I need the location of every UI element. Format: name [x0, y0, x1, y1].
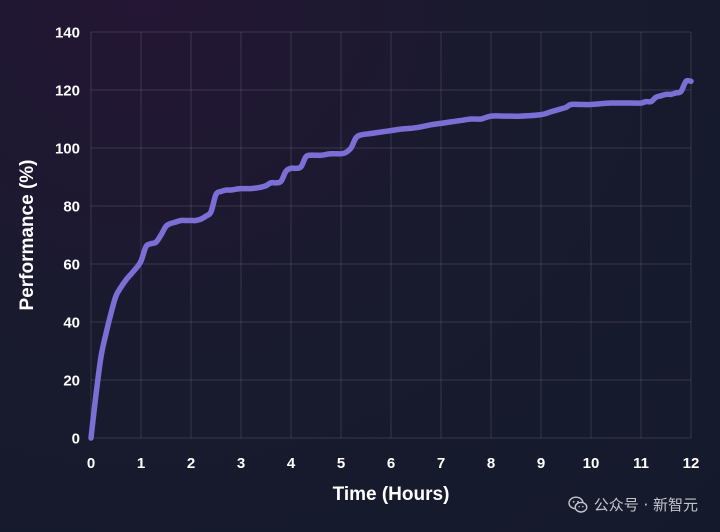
y-tick-label: 100: [55, 141, 80, 158]
x-tick-label: 7: [437, 455, 445, 472]
y-tick-label: 40: [63, 315, 80, 332]
x-tick-label: 8: [487, 455, 495, 472]
y-tick-label: 140: [55, 25, 80, 42]
series-line: [88, 77, 694, 441]
x-tick-label: 12: [683, 455, 700, 472]
x-tick-label: 11: [633, 455, 649, 472]
watermark-text: 公众号 · 新智元: [593, 496, 698, 514]
y-tick-label: 120: [55, 83, 80, 100]
y-axis-title: Performance (%): [17, 160, 38, 311]
grid: [90, 31, 692, 439]
y-tick-label: 60: [63, 257, 80, 274]
y-tick-label: 0: [72, 431, 80, 448]
y-tick-label: 80: [63, 199, 80, 216]
x-axis-ticks: 0 1 2 3 4 5 6 7 8 9 10 11 12: [87, 455, 700, 472]
x-tick-label: 6: [387, 455, 395, 472]
x-tick-label: 10: [583, 455, 600, 472]
x-tick-label: 3: [237, 455, 245, 472]
x-tick-label: 1: [137, 455, 145, 472]
x-axis-title: Time (Hours): [333, 484, 450, 505]
series-group: [88, 77, 694, 441]
x-tick-label: 9: [537, 455, 545, 472]
y-axis-ticks: 0 20 40 60 80 100 120 140: [55, 25, 80, 448]
x-tick-label: 5: [337, 455, 345, 472]
x-tick-label: 0: [87, 455, 95, 472]
x-tick-label: 2: [187, 455, 195, 472]
x-tick-label: 4: [287, 455, 296, 472]
y-tick-label: 20: [63, 373, 80, 390]
watermark: 公众号 · 新智元: [567, 494, 698, 515]
wechat-icon: [567, 495, 588, 513]
